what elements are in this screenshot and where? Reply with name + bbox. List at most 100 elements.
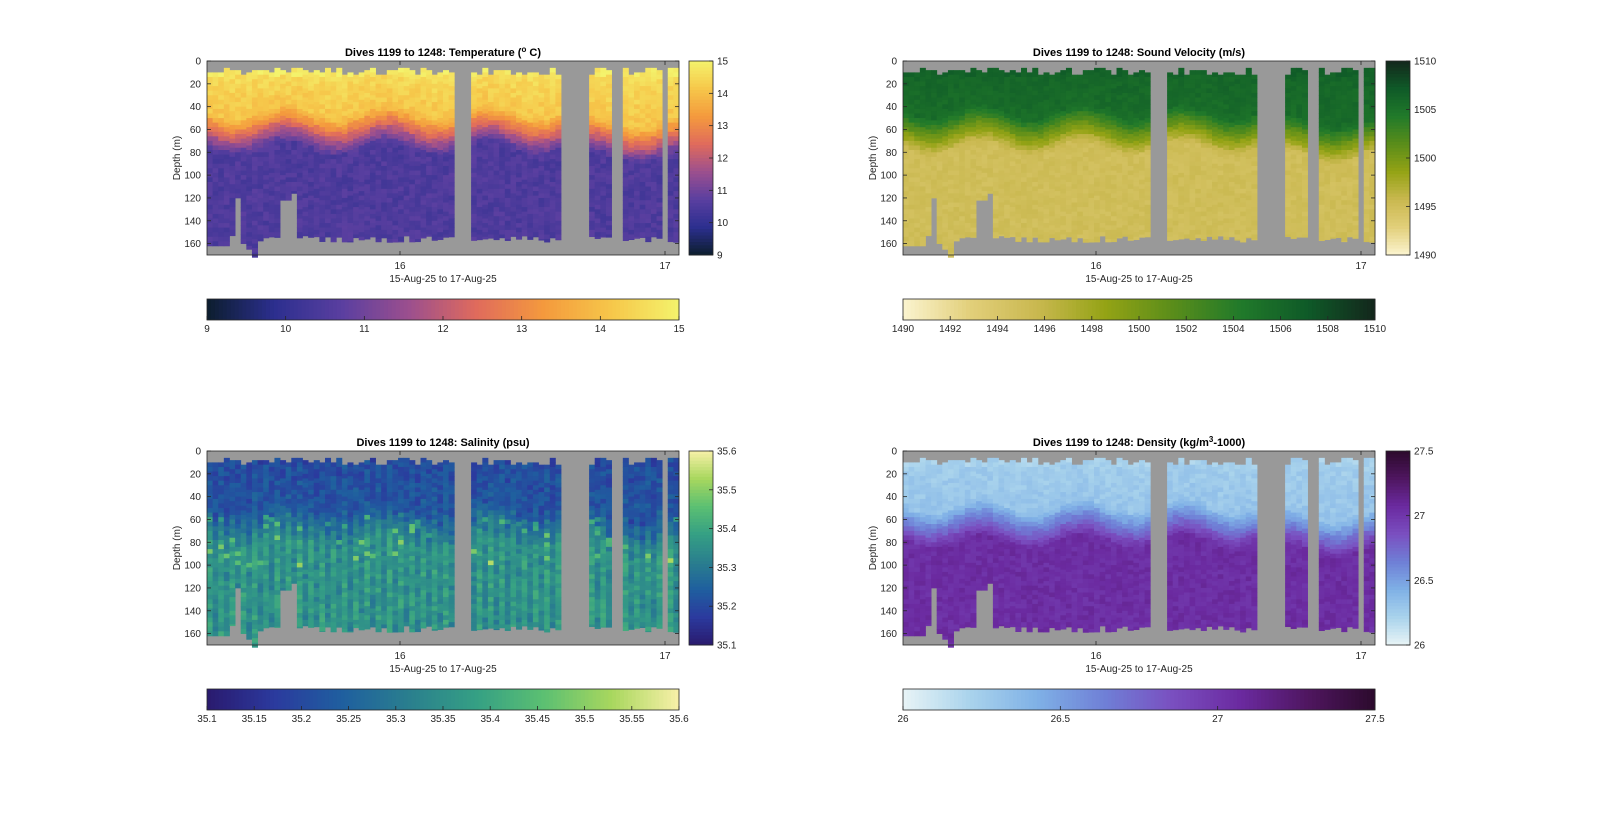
heatmap-cell — [549, 72, 556, 78]
heatmap-cell — [987, 136, 994, 142]
heatmap-cell — [1178, 200, 1185, 206]
heatmap-cell — [555, 97, 562, 103]
heatmap-cell — [392, 239, 399, 243]
heatmap-cell — [218, 213, 225, 219]
heatmap-cell — [251, 129, 258, 135]
heatmap-cell — [358, 232, 365, 238]
heatmap-cell — [364, 92, 371, 98]
heatmap-cell — [257, 156, 264, 162]
heatmap-cell — [1217, 229, 1224, 235]
colorbar-swatch — [689, 119, 713, 123]
heatmap-cell — [532, 140, 539, 146]
heatmap-cell — [471, 81, 478, 87]
heatmap-cell — [555, 161, 562, 167]
heatmap-cell — [1110, 74, 1117, 80]
heatmap-cell — [589, 124, 596, 130]
heatmap-cell — [1082, 79, 1089, 85]
heatmap-cell — [296, 118, 303, 124]
heatmap-cell — [1049, 225, 1056, 231]
colorbar-swatch — [689, 177, 713, 182]
heatmap-cell — [1133, 99, 1140, 105]
heatmap-cell — [970, 218, 977, 224]
heatmap-cell — [998, 207, 1005, 213]
heatmap-cell — [437, 227, 444, 233]
heatmap-cell — [347, 118, 354, 124]
heatmap-cell — [229, 147, 236, 153]
heatmap-cell — [1099, 159, 1106, 165]
heatmap-cell — [1144, 209, 1151, 215]
heatmap-cell — [908, 90, 915, 96]
heatmap-cell — [493, 179, 500, 185]
heatmap-cell — [341, 220, 348, 226]
heatmap-cell — [1021, 159, 1028, 165]
heatmap-cell — [1127, 239, 1134, 241]
heatmap-cell — [437, 136, 444, 142]
heatmap-cell — [1133, 90, 1140, 96]
heatmap-cell — [330, 131, 337, 137]
heatmap-cell — [959, 143, 966, 149]
heatmap-cell — [274, 81, 281, 87]
colorbar-swatch — [281, 299, 287, 320]
heatmap-cell — [246, 236, 253, 242]
heatmap-cell — [1071, 129, 1078, 135]
heatmap-cell — [319, 232, 326, 238]
heatmap-cell — [998, 70, 1005, 76]
heatmap-cell — [1054, 163, 1061, 169]
heatmap-cell — [953, 79, 960, 85]
heatmap-cell — [964, 163, 971, 169]
heatmap-cell — [471, 108, 478, 114]
heatmap-cell — [981, 195, 988, 201]
heatmap-cell — [364, 211, 371, 217]
heatmap-cell — [1200, 225, 1207, 231]
heatmap-cell — [1043, 227, 1050, 233]
heatmap-cell — [212, 227, 219, 233]
heatmap-cell — [1217, 197, 1224, 203]
heatmap-cell — [493, 156, 500, 162]
heatmap-cell — [936, 124, 943, 130]
heatmap-cell — [959, 120, 966, 126]
heatmap-cell — [1004, 140, 1011, 146]
heatmap-cell — [471, 191, 478, 197]
heatmap-cell — [1122, 152, 1129, 158]
heatmap-cell — [998, 83, 1005, 89]
heatmap-cell — [212, 191, 219, 197]
heatmap-cell — [268, 150, 275, 155]
colorbar-swatch — [403, 299, 409, 320]
heatmap-cell — [538, 165, 545, 171]
heatmap-cell — [953, 97, 960, 103]
heatmap-cell — [639, 136, 646, 142]
heatmap-cell — [622, 236, 629, 242]
heatmap-cell — [947, 216, 954, 222]
colorbar-swatch — [328, 299, 334, 320]
heatmap-cell — [1172, 207, 1179, 213]
heatmap-cell — [268, 86, 275, 92]
heatmap-cell — [235, 83, 242, 89]
heatmap-cell — [420, 90, 427, 96]
chart-title: Dives 1199 to 1248: Temperature (o C) — [345, 45, 541, 60]
heatmap-cell — [1183, 97, 1190, 103]
heatmap-cell — [1172, 134, 1179, 139]
heatmap-cell — [296, 104, 303, 110]
heatmap-cell — [1212, 218, 1219, 224]
heatmap-cell — [1105, 79, 1112, 85]
heatmap-cell — [240, 106, 247, 112]
colorbar-swatch — [537, 299, 542, 320]
heatmap-cell — [398, 104, 405, 110]
heatmap-cell — [398, 118, 405, 124]
heatmap-cell — [549, 90, 556, 96]
heatmap-cell — [510, 129, 517, 135]
heatmap-cell — [1144, 177, 1151, 183]
heatmap-cell — [1217, 211, 1224, 217]
heatmap-cell — [302, 175, 309, 181]
heatmap-cell — [992, 177, 999, 183]
heatmap-cell — [1015, 195, 1022, 201]
heatmap-cell — [1037, 175, 1044, 181]
heatmap-cell — [409, 70, 416, 76]
colorbar-swatch — [689, 212, 713, 217]
heatmap-cell — [634, 90, 641, 96]
heatmap-cell — [1127, 229, 1134, 235]
heatmap-cell — [291, 67, 298, 73]
heatmap-cell — [364, 83, 371, 89]
heatmap-cell — [510, 193, 517, 199]
heatmap-cell — [364, 138, 371, 144]
